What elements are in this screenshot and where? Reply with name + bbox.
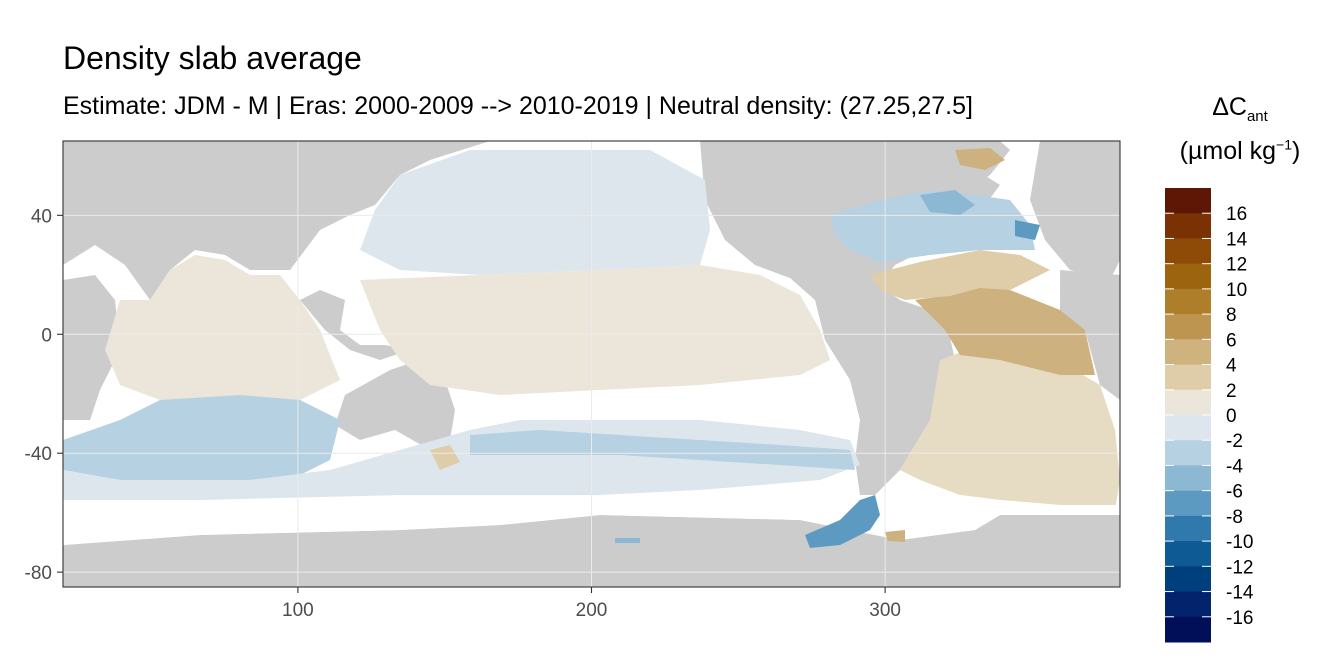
legend-unit-prefix: (µmol kg bbox=[1179, 137, 1277, 166]
x-tick-label: 200 bbox=[576, 600, 608, 621]
region-labrador-sea bbox=[955, 148, 1005, 170]
region-tasman-warm bbox=[430, 445, 460, 470]
legend-break-label: -4 bbox=[1226, 456, 1243, 477]
land-africa-east bbox=[1060, 270, 1120, 400]
land-se-asia bbox=[300, 290, 410, 360]
legend-color-swatch bbox=[1165, 415, 1211, 441]
legend-unit-suffix: ) bbox=[1292, 137, 1301, 166]
legend-break-label: 10 bbox=[1226, 280, 1247, 301]
map-layer bbox=[63, 141, 1120, 587]
region-southern-indian bbox=[63, 395, 340, 485]
legend-color-swatch bbox=[1165, 465, 1211, 492]
legend-break-label: -2 bbox=[1226, 431, 1243, 452]
grid-lines bbox=[63, 141, 1120, 587]
y-tick-label: -40 bbox=[25, 444, 52, 465]
legend-break-label: 16 bbox=[1226, 204, 1247, 225]
chart-subtitle: Estimate: JDM - M | Eras: 2000-2009 --> … bbox=[63, 92, 973, 120]
region-drake-passage bbox=[805, 495, 880, 548]
legend-color-swatch bbox=[1165, 566, 1211, 593]
legend-title-subscript: ant bbox=[1246, 108, 1268, 125]
legend-break-label: -12 bbox=[1226, 557, 1253, 578]
legend-color-swatch bbox=[1165, 188, 1211, 214]
x-tick-label: 300 bbox=[869, 600, 901, 621]
legend-color-swatch bbox=[1165, 288, 1211, 315]
legend-break-label: -14 bbox=[1226, 583, 1254, 604]
legend-break-label: 2 bbox=[1226, 381, 1237, 402]
legend-break-label: 8 bbox=[1226, 305, 1237, 326]
region-tropical-atlantic bbox=[915, 285, 1095, 375]
legend-break-label: 12 bbox=[1226, 255, 1247, 276]
y-tick-label: 40 bbox=[31, 206, 52, 227]
map-panel bbox=[62, 140, 1121, 588]
legend-break-label: -10 bbox=[1226, 532, 1253, 553]
legend-break-label: 0 bbox=[1226, 406, 1237, 427]
x-tick-label: 100 bbox=[282, 600, 314, 621]
land-australia bbox=[335, 360, 455, 450]
y-tick-label: -80 bbox=[25, 563, 52, 584]
legend-color-swatch bbox=[1165, 515, 1211, 542]
region-north-pacific bbox=[360, 150, 710, 275]
legend-break-label: 4 bbox=[1226, 356, 1237, 377]
legend-colorbar: 16 14 12 10 8 6 4 2 0 -2 -4 -6 -8 -10 -12 -14 -16 bbox=[1165, 188, 1254, 643]
region-south-atlantic bbox=[900, 345, 1120, 510]
region-north-atlantic-deep bbox=[920, 190, 975, 215]
legend-color-swatch bbox=[1165, 364, 1211, 391]
chart-title: Density slab average bbox=[63, 40, 362, 76]
region-north-atlantic bbox=[830, 190, 1035, 262]
legend-color-swatch bbox=[1165, 263, 1211, 290]
legend-title: ΔCant (µmol kg−1) bbox=[1160, 86, 1320, 174]
region-gulf-stream bbox=[1015, 220, 1040, 240]
legend-title-symbol: ΔC bbox=[1212, 93, 1247, 121]
legend-unit-superscript: −1 bbox=[1276, 136, 1292, 153]
legend-break-label: -16 bbox=[1226, 608, 1253, 629]
y-tick-label: 0 bbox=[41, 325, 52, 346]
legend-break-label: 14 bbox=[1226, 229, 1248, 250]
legend-color-swatch bbox=[1165, 616, 1211, 643]
legend-color-swatch bbox=[1165, 591, 1211, 618]
legend-color-swatch bbox=[1165, 213, 1211, 239]
region-ross-patch bbox=[615, 538, 640, 543]
region-acc-band bbox=[470, 430, 855, 470]
legend-color-swatch bbox=[1165, 238, 1211, 265]
land-europe bbox=[1030, 141, 1120, 280]
legend-break-label: -8 bbox=[1226, 507, 1243, 528]
legend-color-swatch bbox=[1165, 541, 1211, 567]
region-indian-ocean bbox=[105, 255, 340, 405]
legend-color-swatch bbox=[1165, 440, 1211, 466]
region-weddell-warm bbox=[885, 530, 905, 542]
legend-color-swatch bbox=[1165, 490, 1211, 517]
land-africa bbox=[63, 275, 120, 420]
legend-break-label: -6 bbox=[1226, 482, 1243, 503]
legend-break-label: 6 bbox=[1226, 330, 1237, 351]
region-equatorial-pacific bbox=[360, 265, 830, 395]
region-subtropical-atlantic bbox=[870, 250, 1050, 300]
legend-color-swatch bbox=[1165, 389, 1211, 416]
legend-color-swatch bbox=[1165, 339, 1211, 366]
legend-color-swatch bbox=[1165, 314, 1211, 340]
land-eurasia bbox=[63, 141, 490, 300]
x-axis: 100 200 300 bbox=[282, 587, 901, 621]
y-axis: 40 0 -40 -80 bbox=[25, 206, 63, 584]
